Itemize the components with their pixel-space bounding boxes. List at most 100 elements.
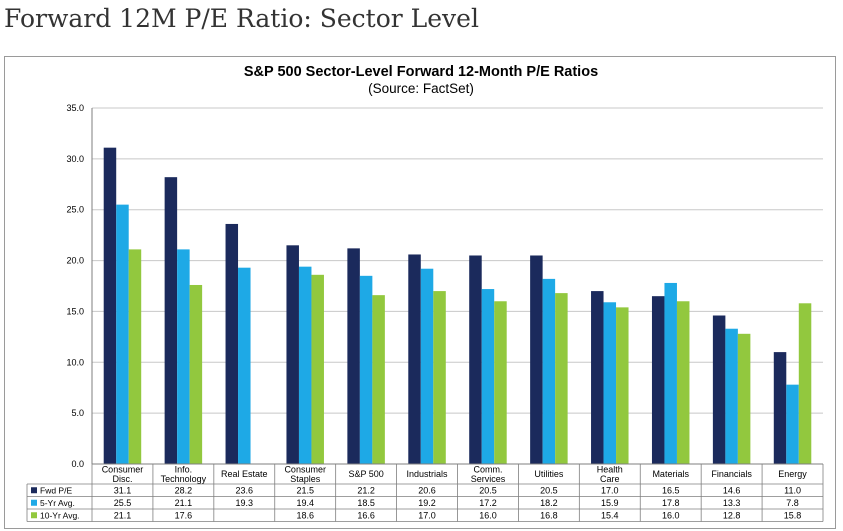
legend-label-5-yr-avg: 5-Yr Avg. <box>40 498 75 508</box>
y-tick-label: 10.0 <box>66 357 84 367</box>
bars <box>103 147 812 465</box>
category-label: S&P 500 <box>348 469 383 479</box>
bar-5-yr-avg-consumer-disc <box>116 204 129 464</box>
y-tick-label: 20.0 <box>66 256 84 266</box>
data-label-fwd-p-e: 21.5 <box>296 485 314 495</box>
chart-frame: S&P 500 Sector-Level Forward 12-Month P/… <box>4 56 836 529</box>
data-label-10-yr-avg: 16.8 <box>540 510 558 520</box>
bar-10-yr-avg-energy <box>798 303 812 464</box>
bar-5-yr-avg-financials <box>725 328 738 464</box>
bar-fwd-p-e-financials <box>712 315 726 464</box>
bar-10-yr-avg-materials <box>676 301 690 464</box>
bar-10-yr-avg-utilities <box>555 293 568 464</box>
legend-label-fwd-p-e: Fwd P/E <box>40 485 72 495</box>
data-label-fwd-p-e: 21.2 <box>357 485 375 495</box>
bar-fwd-p-e-consumer-staples <box>286 245 299 464</box>
bar-fwd-p-e-health-care <box>591 291 604 464</box>
bar-5-yr-avg-health-care <box>603 302 617 464</box>
data-label-10-yr-avg: 17.6 <box>175 510 193 520</box>
data-label-10-yr-avg: 21.1 <box>114 510 132 520</box>
data-label-10-yr-avg: 16.6 <box>357 510 375 520</box>
data-label-fwd-p-e: 20.6 <box>418 485 436 495</box>
bar-10-yr-avg-consumer-staples <box>311 274 324 464</box>
bar-5-yr-avg-sandp-500 <box>359 275 373 464</box>
data-label-5-yr-avg: 15.9 <box>601 498 619 508</box>
bar-5-yr-avg-materials <box>664 282 677 464</box>
bar-10-yr-avg-industrials <box>433 291 446 464</box>
chart-subtitle: (Source: FactSet) <box>368 81 474 96</box>
data-label-5-yr-avg: 19.3 <box>236 498 254 508</box>
category-label: Care <box>600 474 620 484</box>
data-label-fwd-p-e: 11.0 <box>784 485 801 495</box>
bar-5-yr-avg-info-technology <box>177 249 190 464</box>
category-label: Health <box>597 465 623 475</box>
bar-fwd-p-e-info-technology <box>164 177 178 465</box>
legend-swatch-fwd-p-e <box>31 487 37 494</box>
bar-5-yr-avg-industrials <box>420 268 434 464</box>
y-tick-label: 35.0 <box>66 103 84 113</box>
y-tick-label: 25.0 <box>66 205 84 215</box>
data-label-5-yr-avg: 18.5 <box>357 498 375 508</box>
pe-ratio-chart: S&P 500 Sector-Level Forward 12-Month P/… <box>26 64 824 522</box>
data-label-5-yr-avg: 17.8 <box>662 498 680 508</box>
data-label-10-yr-avg: 12.8 <box>723 510 741 520</box>
bar-10-yr-avg-info-technology <box>189 284 203 464</box>
bar-10-yr-avg-health-care <box>616 307 629 464</box>
category-label: Comm. <box>473 465 502 475</box>
bar-10-yr-avg-consumer-disc <box>128 249 142 464</box>
data-label-fwd-p-e: 20.5 <box>479 485 497 495</box>
data-label-10-yr-avg: 16.0 <box>479 510 497 520</box>
category-label: Services <box>471 474 506 484</box>
y-tick-label: 0.0 <box>71 459 84 469</box>
page-heading: Forward 12M P/E Ratio: Sector Level <box>4 4 479 33</box>
data-label-5-yr-avg: 21.1 <box>175 498 193 508</box>
category-label: Financials <box>711 469 752 479</box>
data-label-fwd-p-e: 23.6 <box>236 485 254 495</box>
data-label-fwd-p-e: 31.1 <box>114 485 132 495</box>
category-label: Technology <box>161 474 207 484</box>
data-label-5-yr-avg: 25.5 <box>114 498 132 508</box>
data-label-fwd-p-e: 16.5 <box>662 485 680 495</box>
y-tick-label: 15.0 <box>66 306 84 316</box>
category-label: Consumer <box>102 465 144 475</box>
bar-fwd-p-e-consumer-disc <box>103 147 117 465</box>
category-label: Real Estate <box>221 469 268 479</box>
bar-10-yr-avg-financials <box>737 333 751 464</box>
data-label-5-yr-avg: 17.2 <box>479 498 497 508</box>
y-tick-label: 5.0 <box>71 408 84 418</box>
bar-fwd-p-e-sandp-500 <box>347 248 360 464</box>
data-label-5-yr-avg: 13.3 <box>723 498 741 508</box>
legend-label-10-yr-avg: 10-Yr Avg. <box>40 510 80 520</box>
bar-5-yr-avg-energy <box>786 384 799 464</box>
bar-fwd-p-e-energy <box>773 352 787 464</box>
legend-swatch-5-yr-avg <box>31 499 37 506</box>
data-label-10-yr-avg: 18.6 <box>296 510 314 520</box>
category-label: Energy <box>778 469 807 479</box>
category-label: Consumer <box>284 465 326 475</box>
y-tick-label: 30.0 <box>66 154 84 164</box>
data-label-5-yr-avg: 7.8 <box>786 498 799 508</box>
bar-fwd-p-e-comm-services <box>469 255 482 464</box>
category-label: Disc. <box>112 474 132 484</box>
data-label-10-yr-avg: 15.8 <box>784 510 802 520</box>
category-label: Materials <box>652 469 689 479</box>
bar-10-yr-avg-sandp-500 <box>372 295 385 464</box>
chart-title: S&P 500 Sector-Level Forward 12-Month P/… <box>244 64 598 80</box>
bar-5-yr-avg-utilities <box>542 278 556 464</box>
data-label-10-yr-avg: 16.0 <box>662 510 680 520</box>
category-label: Industrials <box>407 469 449 479</box>
data-label-5-yr-avg: 18.2 <box>540 498 558 508</box>
bar-5-yr-avg-comm-services <box>481 289 495 464</box>
data-label-10-yr-avg: 15.4 <box>601 510 619 520</box>
data-label-10-yr-avg: 17.0 <box>418 510 436 520</box>
legend-swatch-10-yr-avg <box>31 512 37 519</box>
data-label-5-yr-avg: 19.4 <box>296 498 314 508</box>
bar-fwd-p-e-utilities <box>530 255 543 464</box>
bar-fwd-p-e-materials <box>651 296 665 464</box>
category-label: Utilities <box>534 469 564 479</box>
gridlines <box>92 107 823 414</box>
bar-fwd-p-e-real-estate <box>225 223 239 464</box>
data-label-fwd-p-e: 17.0 <box>601 485 619 495</box>
category-label: Info. <box>175 465 193 475</box>
